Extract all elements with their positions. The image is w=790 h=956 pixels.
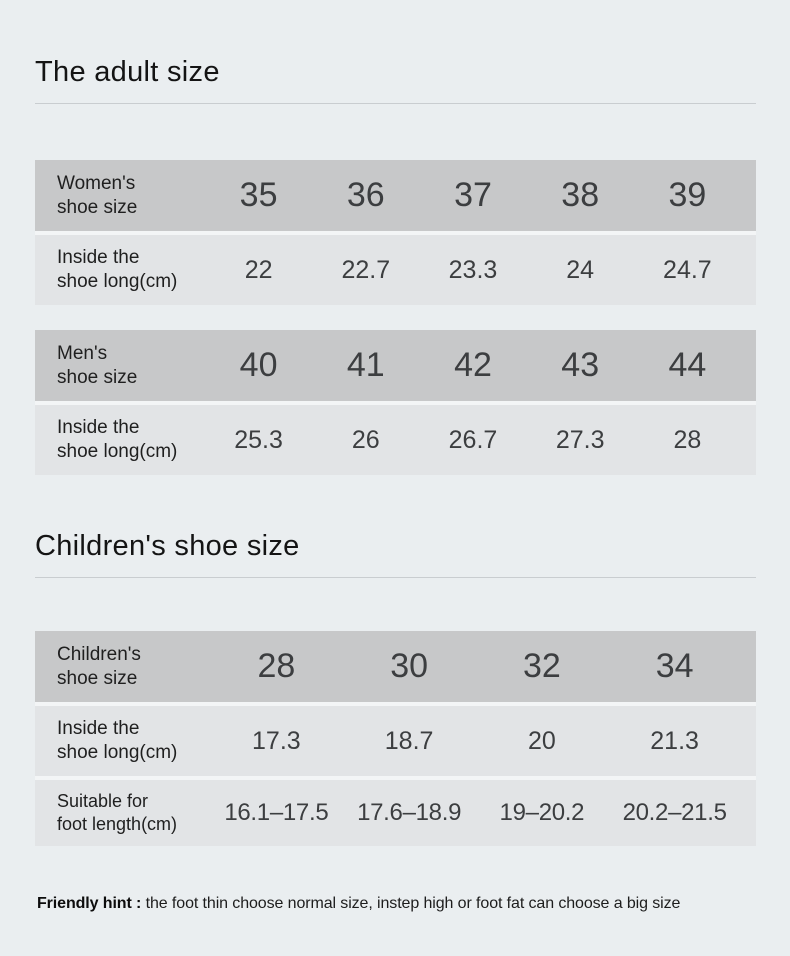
row-label: Inside the shoe long(cm): [35, 416, 205, 464]
women-size-header-row: Women's shoe size 35 36 37 38 39: [35, 160, 756, 231]
length-value: 17.3: [252, 726, 301, 755]
size-value: 38: [561, 176, 600, 214]
friendly-hint: Friendly hint : the foot thin choose nor…: [35, 895, 756, 913]
size-value: 34: [655, 647, 694, 685]
row-label-line2: shoe long(cm): [57, 742, 178, 763]
size-value: 37: [454, 176, 492, 214]
row-label-line1: Inside the: [57, 417, 140, 438]
length-value: 23.3: [448, 255, 498, 284]
length-value: 20: [527, 726, 556, 755]
length-value: 27.3: [555, 425, 605, 454]
children-inside-length-row: Inside the shoe long(cm) 17.3 18.7 20 21…: [35, 706, 756, 776]
length-value: 24: [566, 255, 595, 284]
length-value: 22: [244, 255, 273, 284]
children-size-header-row: Children's shoe size 28 30 32 34: [35, 631, 756, 702]
row-label: Women's shoe size: [35, 172, 205, 220]
row-label-line2: foot length(cm): [57, 814, 178, 834]
men-size-table: Men's shoe size 40 41 42 43 44 Inside th…: [35, 330, 756, 475]
row-label-line2: shoe size: [57, 196, 138, 218]
length-value: 18.7: [384, 726, 434, 755]
row-label: Suitable for foot length(cm): [35, 790, 210, 836]
foot-length-range: 17.6–18.9: [357, 799, 462, 826]
length-value: 24.7: [663, 255, 712, 284]
length-value: 25.3: [234, 425, 283, 454]
row-label-line2: shoe size: [57, 366, 138, 388]
row-label-line1: Inside the: [57, 718, 140, 739]
size-chart-page: The adult size Women's shoe size 35 36 3…: [35, 56, 756, 913]
size-value: 44: [668, 346, 707, 384]
children-section-divider: [35, 577, 756, 578]
size-value: 35: [239, 176, 278, 214]
row-label-line1: Suitable for: [57, 791, 149, 811]
row-label-line1: Children's: [57, 643, 141, 665]
size-value: 41: [346, 346, 385, 384]
foot-length-range: 20.2–21.5: [622, 799, 727, 826]
length-value: 21.3: [650, 726, 699, 755]
size-value: 30: [390, 647, 429, 685]
size-value: 43: [561, 346, 600, 384]
length-value: 26: [351, 425, 380, 454]
size-value: 32: [522, 647, 561, 685]
children-section-title: Children's shoe size: [35, 530, 300, 562]
friendly-hint-text: the foot thin choose normal size, instep…: [145, 895, 681, 912]
row-label: Men's shoe size: [35, 342, 205, 390]
row-label: Inside the shoe long(cm): [35, 246, 205, 294]
size-value: 42: [454, 346, 492, 384]
row-label-line2: shoe size: [57, 667, 138, 689]
row-label-line1: Inside the: [57, 247, 140, 268]
women-size-table: Women's shoe size 35 36 37 38 39 Inside …: [35, 160, 756, 305]
row-label-line2: shoe long(cm): [57, 441, 178, 462]
row-label-line1: Women's: [57, 172, 136, 194]
length-value: 28: [673, 425, 702, 454]
row-label-line2: shoe long(cm): [57, 271, 178, 292]
adult-section-divider: [35, 103, 756, 104]
men-inside-length-row: Inside the shoe long(cm) 25.3 26 26.7 27…: [35, 405, 756, 475]
length-value: 22.7: [341, 255, 391, 284]
adult-section-title: The adult size: [35, 56, 220, 88]
children-size-table: Children's shoe size 28 30 32 34 Inside …: [35, 631, 756, 846]
foot-length-range: 19–20.2: [499, 799, 585, 826]
children-foot-length-row: Suitable for foot length(cm) 16.1–17.5 1…: [35, 780, 756, 846]
men-size-header-row: Men's shoe size 40 41 42 43 44: [35, 330, 756, 401]
size-value: 28: [257, 647, 296, 685]
friendly-hint-label: Friendly hint :: [37, 895, 142, 912]
row-label-line1: Men's: [57, 342, 108, 364]
size-value: 39: [668, 176, 707, 214]
length-value: 26.7: [448, 425, 498, 454]
foot-length-range: 16.1–17.5: [224, 799, 329, 826]
row-label: Inside the shoe long(cm): [35, 717, 210, 765]
row-label: Children's shoe size: [35, 643, 210, 691]
size-value: 40: [239, 346, 278, 384]
size-value: 36: [346, 176, 385, 214]
women-inside-length-row: Inside the shoe long(cm) 22 22.7 23.3 24…: [35, 235, 756, 305]
